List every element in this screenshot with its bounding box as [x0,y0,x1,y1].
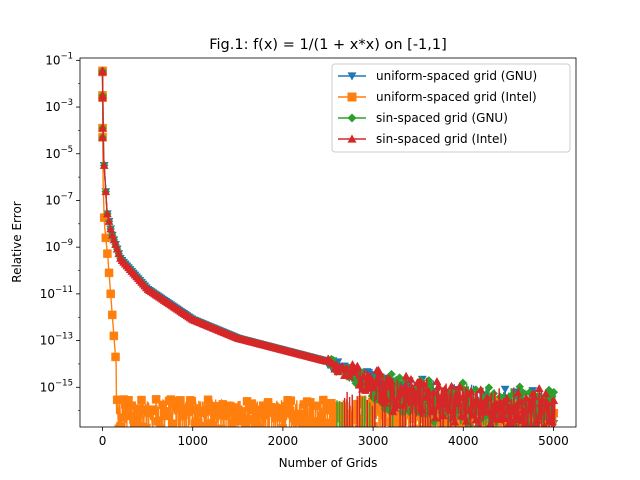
legend-swatch-marker [347,92,357,102]
legend-item: sin-spaced grid (Intel) [338,132,507,146]
x-axis-ticks: 0 1000 2000 3000 4000 5000 [99,427,569,448]
legend-item: uniform-spaced grid (Intel) [338,90,537,104]
y-tick-label: 10−13 [40,332,73,348]
y-axis-label: Relative Error [10,201,24,283]
x-tick-label: 3000 [358,434,389,448]
legend-label: uniform-spaced grid (Intel) [376,90,537,104]
x-tick-label: 4000 [448,434,479,448]
legend-item: uniform-spaced grid (GNU) [338,69,537,83]
y-tick-label: 10−3 [45,98,73,114]
legend-label: sin-spaced grid (GNU) [376,111,508,125]
legend: uniform-spaced grid (GNU) uniform-spaced … [331,63,571,153]
y-tick-label: 10−11 [40,285,73,301]
y-tick-label: 10−1 [45,51,73,67]
y-tick-label: 10−15 [40,378,73,394]
legend-item: sin-spaced grid (GNU) [338,111,508,125]
y-tick-label: 10−9 [45,238,73,254]
y-axis-ticks: 10−1 10−3 10−5 10−7 10−9 10−11 10−13 10−15 [40,51,80,411]
y-tick-label: 10−7 [45,191,73,207]
series-dropouts [343,387,553,427]
x-tick-label: 0 [99,434,107,448]
legend-box [331,63,571,153]
legend-swatch-marker [347,113,357,123]
x-tick-label: 1000 [177,434,208,448]
legend-label: uniform-spaced grid (GNU) [376,69,537,83]
x-axis-label: Number of Grids [279,456,378,470]
plot-frame [79,57,577,428]
chart-title: Fig.1: f(x) = 1/(1 + x*x) on [-1,1] [209,37,447,53]
x-tick-label: 2000 [268,434,299,448]
legend-swatch-marker [347,134,357,143]
legend-swatch-marker [347,72,357,81]
series-layer [98,66,559,427]
series-4 [98,66,559,427]
legend-label: sin-spaced grid (Intel) [376,132,507,146]
x-tick-label: 5000 [538,434,569,448]
y-tick-label: 10−5 [45,145,73,161]
